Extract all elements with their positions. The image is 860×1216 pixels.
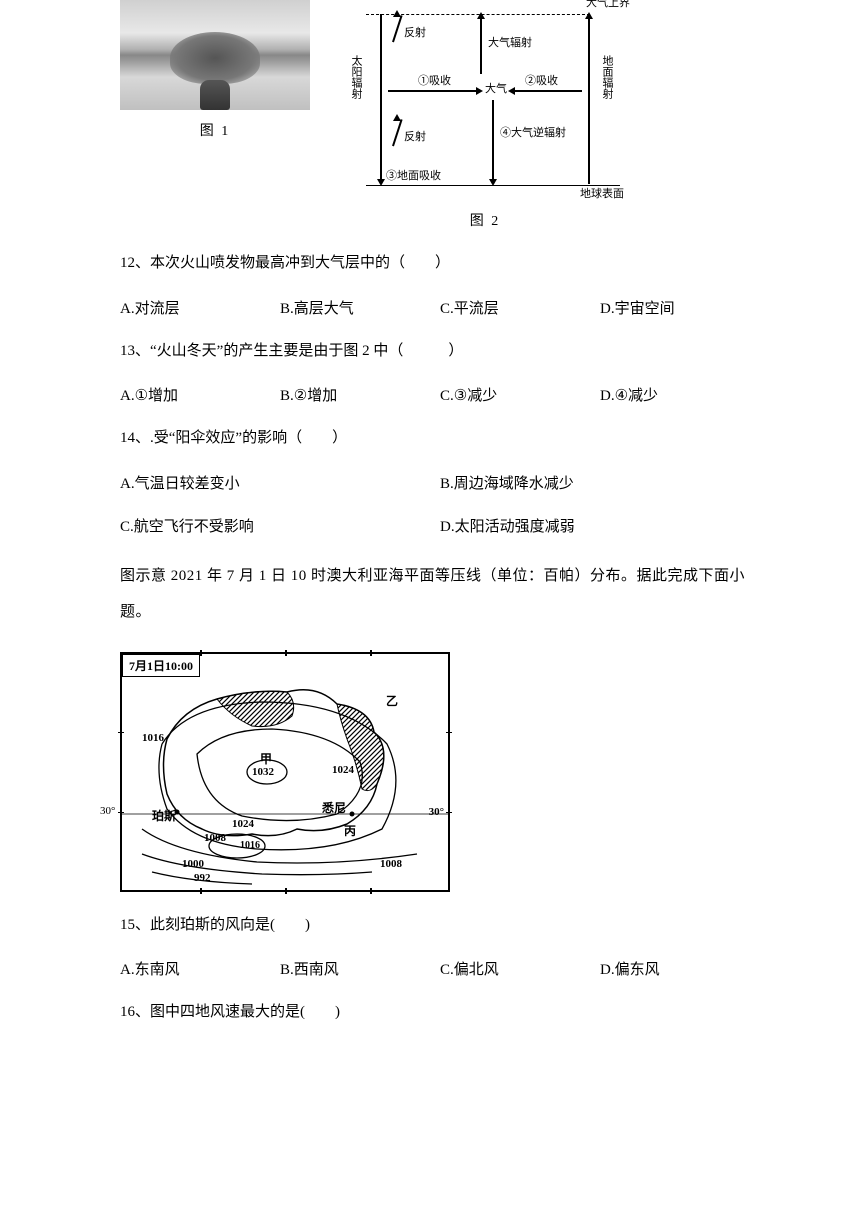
ground-surface-label: 地球表面 xyxy=(580,189,624,200)
q15-option-d: D.偏东风 xyxy=(600,958,760,979)
map-1008a: 1008 xyxy=(204,832,226,844)
map-label-yi: 乙 xyxy=(386,692,398,709)
absorb2-label: ②吸收 xyxy=(525,76,558,87)
atm-center-label: 大气 xyxy=(485,84,507,95)
sun-radiation-label: 太阳辐射 xyxy=(350,55,361,99)
map-1016a: 1016 xyxy=(142,732,164,744)
map-label-jia: 甲 xyxy=(260,750,272,767)
q15-option-a: A.东南风 xyxy=(120,958,280,979)
top-boundary-label: 大气上界 xyxy=(586,0,630,9)
figure-2: 大气上界 地球表面 太阳辐射 地面辐射 反射 反射 大气 xyxy=(340,0,630,230)
q14-stem: 14、.受“阳伞效应”的影响（ ） xyxy=(120,427,760,450)
absorb1-label: ①吸收 xyxy=(418,76,451,87)
q13-option-a: A.①增加 xyxy=(120,384,280,405)
counter-rad-label: ④大气逆辐射 xyxy=(500,128,566,139)
map-1024b: 1024 xyxy=(332,764,354,776)
atm-radiation-label: 大气辐射 xyxy=(488,38,532,49)
fig1-label: 图 1 xyxy=(120,120,310,140)
q15-stem: 15、此刻珀斯的风向是( ) xyxy=(120,914,760,937)
figure-row: 图 1 大气上界 地球表面 太阳辐射 地面辐射 xyxy=(120,0,760,230)
q13-stem: 13、“火山冬天”的产生主要是由于图 2 中（ ） xyxy=(120,340,760,363)
q12-stem: 12、本次火山喷发物最高冲到大气层中的（ ） xyxy=(120,252,760,275)
reflect2-label: 反射 xyxy=(404,132,426,143)
map-label-bing: 丙 xyxy=(344,822,356,839)
earth-radiation-label: 地面辐射 xyxy=(601,55,612,99)
q14-options-row2: C.航空飞行不受影响 D.太阳活动强度减弱 xyxy=(120,515,760,536)
radiation-diagram: 大气上界 地球表面 太阳辐射 地面辐射 反射 反射 大气 xyxy=(340,0,630,200)
q12-option-a: A.对流层 xyxy=(120,297,280,318)
q12-options: A.对流层 B.高层大气 C.平流层 D.宇宙空间 xyxy=(120,297,760,318)
reflect1-label: 反射 xyxy=(404,28,426,39)
q13-options: A.①增加 B.②增加 C.③减少 D.④减少 xyxy=(120,384,760,405)
q16-stem: 16、图中四地风速最大的是( ) xyxy=(120,1001,760,1024)
q15-option-c: C.偏北风 xyxy=(440,958,600,979)
map-1024a: 1024 xyxy=(232,818,254,830)
q13-option-b: B.②增加 xyxy=(280,384,440,405)
map-1000: 1000 xyxy=(182,858,204,870)
q15-options: A.东南风 B.西南风 C.偏北风 D.偏东风 xyxy=(120,958,760,979)
q14-option-a: A.气温日较差变小 xyxy=(120,472,440,493)
map-992: 992 xyxy=(194,872,211,884)
q12-option-d: D.宇宙空间 xyxy=(600,297,760,318)
map-label-sydney: 悉尼 xyxy=(322,799,346,816)
q12-option-b: B.高层大气 xyxy=(280,297,440,318)
map-svg xyxy=(122,654,448,890)
q14-option-d: D.太阳活动强度减弱 xyxy=(440,515,760,536)
q13-option-c: C.③减少 xyxy=(440,384,600,405)
map-1016b: 1016 xyxy=(240,840,260,851)
q15-option-b: B.西南风 xyxy=(280,958,440,979)
volcano-photo xyxy=(120,0,310,110)
fig2-label: 图 2 xyxy=(340,210,630,230)
map-30-right: 30° xyxy=(429,806,444,818)
map-1032: 1032 xyxy=(252,766,274,778)
map-timestamp: 7月1日10:00 xyxy=(122,654,200,677)
map-label-perth: 珀斯 xyxy=(152,807,176,824)
q14-options-row1: A.气温日较差变小 B.周边海域降水减少 xyxy=(120,472,760,493)
q13-option-d: D.④减少 xyxy=(600,384,760,405)
figure-1: 图 1 xyxy=(120,0,310,140)
q14-option-c: C.航空飞行不受影响 xyxy=(120,515,440,536)
ground-absorb-label: ③地面吸收 xyxy=(386,171,441,182)
q12-option-c: C.平流层 xyxy=(440,297,600,318)
q14-option-b: B.周边海域降水减少 xyxy=(440,472,760,493)
map-1008b: 1008 xyxy=(380,858,402,870)
isobar-map: 7月1日10:00 xyxy=(120,652,450,892)
map-context: 图示意 2021 年 7 月 1 日 10 时澳大利亚海平面等压线（单位：百帕）… xyxy=(120,558,760,630)
map-30-left: 30° xyxy=(100,805,115,817)
